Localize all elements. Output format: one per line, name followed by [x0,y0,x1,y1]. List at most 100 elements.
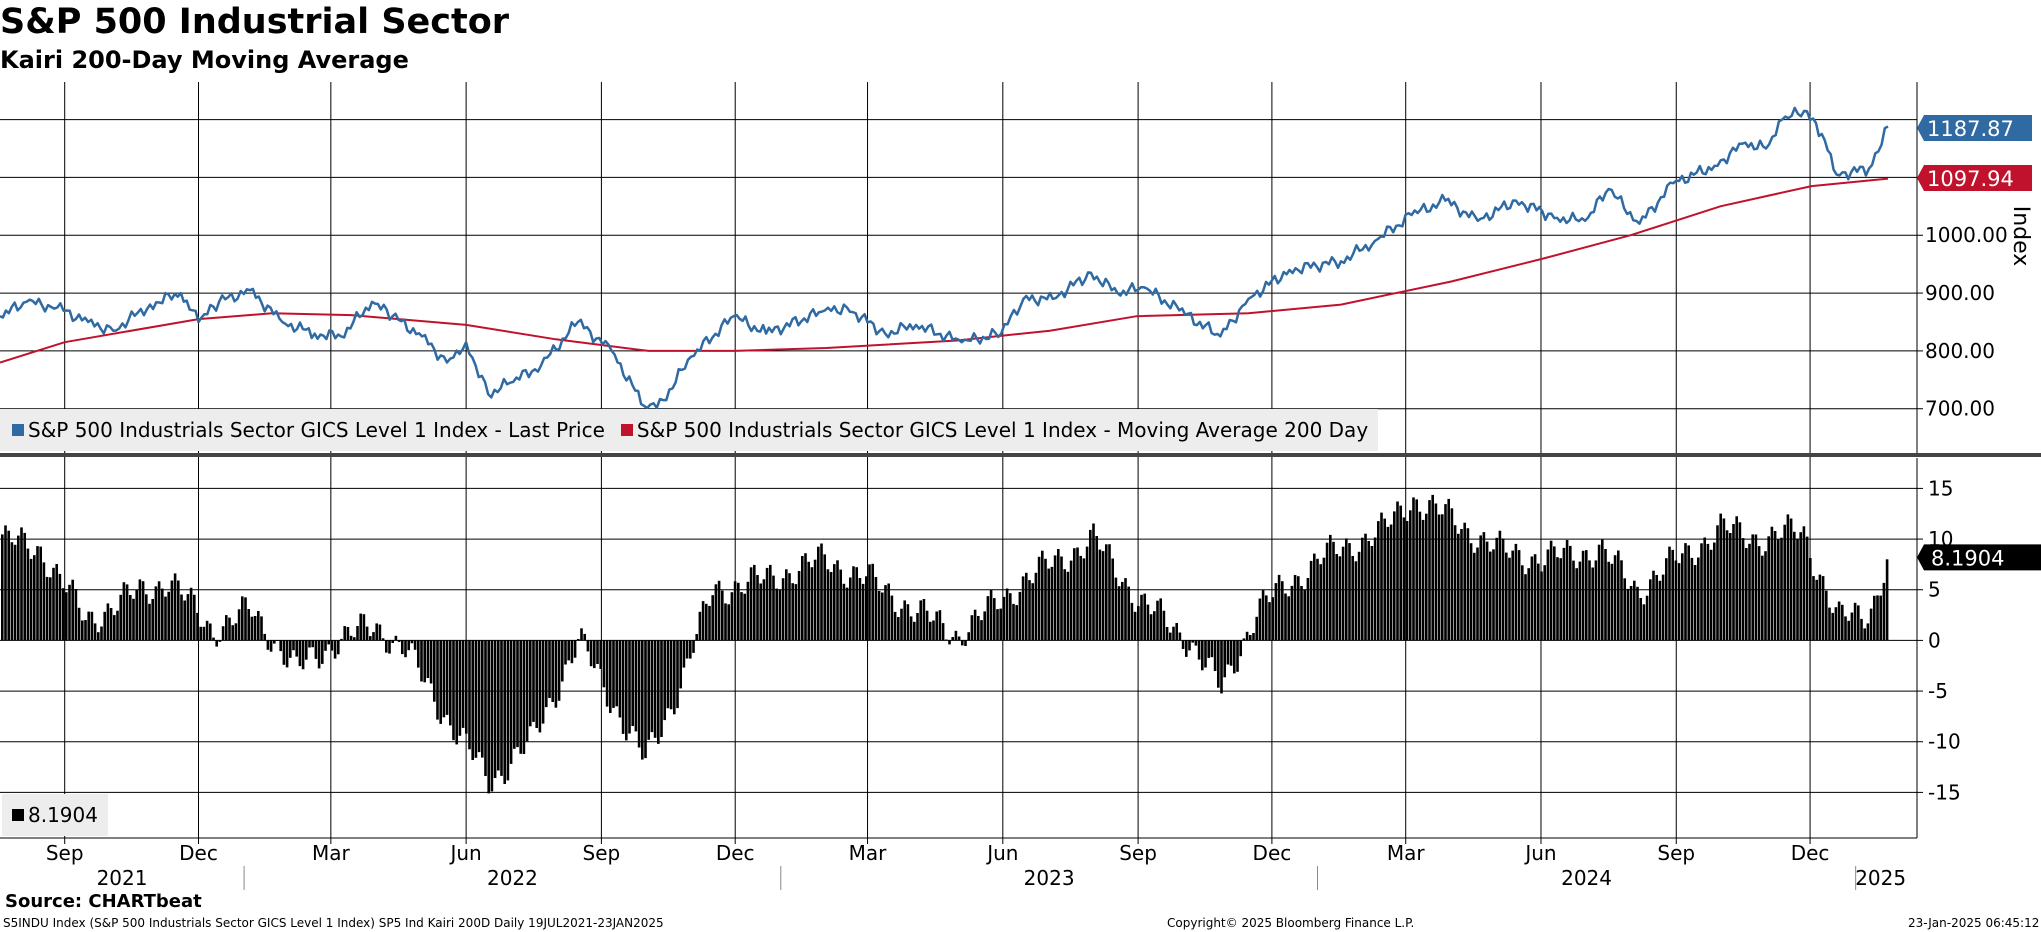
kairi-bar [1473,552,1476,641]
x-year-label: 2023 [1024,866,1075,890]
kairi-bar [1837,601,1841,641]
kairi-bar [1485,541,1489,641]
kairi-bar [1169,632,1172,641]
kairi-bar [401,640,404,655]
kairi-bar [1828,607,1831,641]
kairi-bar [1703,537,1706,641]
kairi-bar [209,623,212,641]
kairi-bar [1210,640,1214,658]
kairi-bar [1690,557,1694,641]
kairi-bar [1834,607,1838,641]
kairi-bar [839,569,842,641]
kairi-bar [647,640,650,740]
kairi-bar [554,640,558,708]
kairi-bar [1786,514,1790,641]
kairi-bar [423,640,426,683]
ma-last-tag: 1097.94 [1917,165,2032,191]
kairi-bar [861,583,865,641]
kairi-bar [711,595,714,641]
kairi-bar [74,589,78,641]
kairi-bar [756,575,759,641]
kairi-bar [1076,547,1079,641]
chart-title: S&P 500 Industrial Sector [0,2,510,42]
kairi-bar [1725,530,1729,641]
kairi-bar [1060,556,1063,641]
kairi-bar [653,640,657,738]
kairi-bar [1437,514,1441,641]
kairi-bar [1156,600,1159,641]
last-price-line [0,106,1889,410]
kairi-bar [1425,513,1428,641]
kairi-bar [241,596,244,641]
kairi-bar [833,564,836,641]
kairi-bar [81,620,84,641]
legend-swatch-kairi [12,809,24,821]
kairi-bar [714,584,718,641]
kairi-bar [1674,560,1678,641]
kairi-bar [829,572,833,641]
kairi-bar [218,640,222,642]
x-month-label: Sep [583,841,621,865]
kairi-bar [1578,561,1582,641]
kairi-bar [1671,549,1674,641]
kairi-bar [1821,576,1825,641]
kairi-bar [1121,581,1124,641]
kairi-bar [823,554,826,641]
kairi-bar [1841,604,1844,641]
kairi-bar [1389,524,1393,641]
kairi-bar [1130,602,1134,641]
kairi-bar [449,640,452,726]
x-month-label: Dec [1253,841,1292,865]
kairi-bar [1380,512,1383,641]
kairi-bar [439,640,442,724]
kairi-bar [785,569,788,641]
kairi-bar [999,608,1002,641]
kairi-bar [487,640,490,794]
kairi-bar [634,640,638,732]
kairi-bar [276,640,279,641]
kairi-bar [1204,640,1207,668]
kairi-bar [1367,541,1370,641]
kairi-bar [970,615,974,641]
kairi-bar [1421,519,1425,641]
kairi-bar [1194,640,1198,646]
kairi-bar [39,546,42,641]
kairi-bar [877,590,881,641]
kairi-bar [1866,623,1870,641]
kairi-bar [535,640,538,728]
kairi-bar [365,626,369,641]
kairi-bar [721,590,724,641]
kairi-bar [1402,517,1406,641]
kairi-bar [1559,558,1562,641]
kairi-bar [577,639,580,641]
kairi-bar [1245,631,1249,641]
kairi-bar [1460,529,1463,641]
kairi-bar [1466,528,1470,641]
kairi-bar [1178,632,1182,641]
price-last-tag: 1187.87 [1917,115,2032,141]
x-month-label: Sep [46,841,84,865]
kairi-bar [314,640,318,659]
kairi-bar [941,623,945,641]
kairi-bar [932,620,935,641]
kairi-bar [1165,627,1169,641]
price-y-tick-label: 900.00 [1925,281,1995,305]
kairi-bar [660,640,663,737]
kairi-bar [1133,611,1137,641]
kairi-bar [378,624,382,641]
kairi-bar [1405,521,1409,641]
kairi-bar [1597,544,1601,641]
kairi-bar [663,640,666,721]
kairi-bar [1143,593,1146,641]
kairi-bar [666,640,670,709]
kairi-bar [637,640,641,748]
kairi-bar [957,636,961,641]
kairi-bar [49,577,52,641]
x-month-label: Jun [985,841,1018,865]
kairi-bar [1319,564,1322,641]
kairi-bar [1287,596,1290,641]
kairi-bar [330,640,334,651]
kairi-bar [4,525,7,641]
kairi-bar [557,640,561,701]
kairi-bar [1181,640,1185,649]
